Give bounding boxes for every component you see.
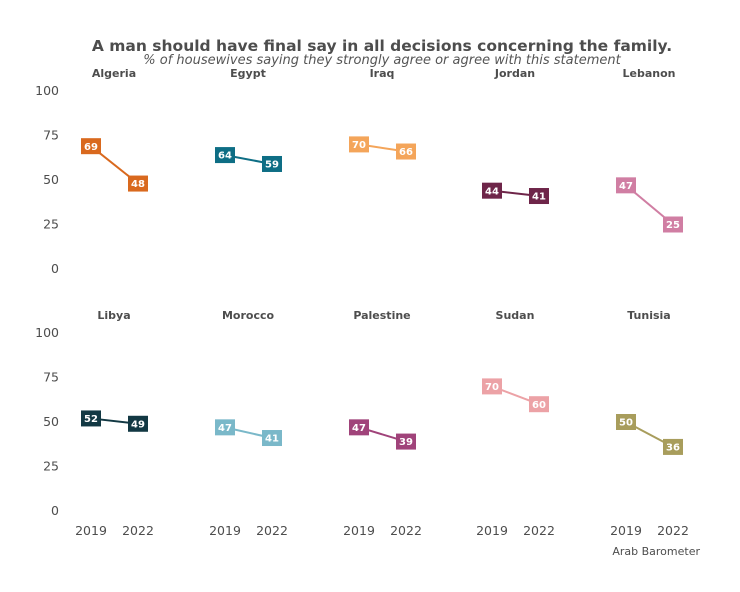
facet-morocco: Morocco 47 41 2019 2022 — [209, 309, 288, 538]
data-point — [215, 419, 235, 436]
data-label: 70 — [352, 140, 366, 151]
x-tick-label: 2022 — [390, 523, 422, 538]
data-label: 52 — [84, 414, 98, 425]
data-point — [482, 182, 502, 199]
facet-title: Sudan — [496, 309, 535, 322]
data-point — [663, 438, 683, 455]
facet-title: Morocco — [222, 309, 275, 322]
facet-libya: Libya 52 49 2019 2022 — [75, 309, 154, 538]
data-label: 25 — [666, 220, 680, 231]
facet-algeria: Algeria 69 48 — [81, 67, 148, 192]
facet-lebanon: Lebanon 47 25 — [616, 67, 683, 233]
data-point — [663, 216, 683, 233]
x-tick-label: 2022 — [523, 523, 555, 538]
facets: 100 75 50 25 0 100 75 50 25 0 Algeria 69 48 Egypt 64 59… — [35, 67, 689, 538]
facet-title: Algeria — [92, 67, 136, 80]
data-label: 47 — [218, 423, 232, 434]
data-label: 41 — [265, 434, 279, 445]
data-point — [128, 175, 148, 192]
y-tick-label: 100 — [35, 325, 59, 340]
chart-subtitle: % of housewives saying they strongly agr… — [143, 53, 621, 68]
data-label: 59 — [265, 160, 279, 171]
data-label: 69 — [84, 142, 98, 153]
data-label: 50 — [619, 418, 633, 429]
x-tick-label: 2019 — [343, 523, 375, 538]
y-tick-label: 25 — [43, 217, 59, 232]
data-point — [81, 410, 101, 427]
facet-title: Tunisia — [627, 309, 670, 322]
x-tick-label: 2022 — [256, 523, 288, 538]
data-label: 60 — [532, 400, 546, 411]
data-point — [215, 147, 235, 164]
facet-palestine: Palestine 47 39 2019 2022 — [343, 309, 422, 538]
data-label: 49 — [131, 419, 145, 430]
data-point — [529, 396, 549, 413]
facet-jordan: Jordan 44 41 — [482, 67, 549, 205]
data-point — [396, 143, 416, 160]
data-point — [262, 430, 282, 447]
facet-title: Palestine — [353, 309, 410, 322]
y-tick-label: 75 — [43, 128, 59, 143]
data-point — [81, 138, 101, 155]
y-tick-label: 100 — [35, 83, 59, 98]
facet-title: Egypt — [230, 67, 266, 80]
data-point — [349, 419, 369, 436]
data-label: 39 — [399, 437, 413, 448]
data-point — [396, 433, 416, 450]
facet-title: Libya — [97, 309, 130, 322]
data-point — [128, 415, 148, 432]
facet-title: Jordan — [494, 67, 535, 80]
facet-title: Lebanon — [623, 67, 676, 80]
y-tick-label: 25 — [43, 459, 59, 474]
data-label: 66 — [399, 147, 413, 158]
data-point — [262, 155, 282, 172]
facet-iraq: Iraq 70 66 — [349, 67, 416, 160]
x-tick-label: 2019 — [209, 523, 241, 538]
data-point — [529, 188, 549, 205]
data-label: 47 — [619, 181, 633, 192]
facet-egypt: Egypt 64 59 — [215, 67, 282, 172]
data-label: 36 — [666, 443, 680, 454]
data-point — [482, 378, 502, 395]
x-tick-label: 2019 — [610, 523, 642, 538]
y-tick-label: 0 — [51, 503, 59, 518]
chart-title: A man should have final say in all decis… — [92, 37, 672, 55]
x-tick-label: 2019 — [476, 523, 508, 538]
x-tick-label: 2022 — [657, 523, 689, 538]
data-point — [616, 414, 636, 430]
chart-caption: Arab Barometer — [612, 545, 700, 558]
data-label: 47 — [352, 423, 366, 434]
facet-sudan: Sudan 70 60 2019 2022 — [476, 309, 555, 538]
data-label: 48 — [131, 179, 145, 190]
data-label: 70 — [485, 382, 499, 393]
x-tick-label: 2019 — [75, 523, 107, 538]
facet-title: Iraq — [370, 67, 395, 80]
data-point — [349, 136, 369, 153]
data-label: 41 — [532, 192, 546, 203]
y-tick-label: 50 — [43, 414, 59, 429]
y-tick-label: 0 — [51, 261, 59, 276]
x-tick-label: 2022 — [122, 523, 154, 538]
facet-tunisia: Tunisia 50 36 2019 2022 — [610, 309, 689, 538]
data-label: 64 — [218, 151, 232, 162]
y-tick-label: 50 — [43, 172, 59, 187]
data-label: 44 — [485, 186, 499, 197]
y-tick-label: 75 — [43, 370, 59, 385]
data-point — [616, 177, 636, 194]
